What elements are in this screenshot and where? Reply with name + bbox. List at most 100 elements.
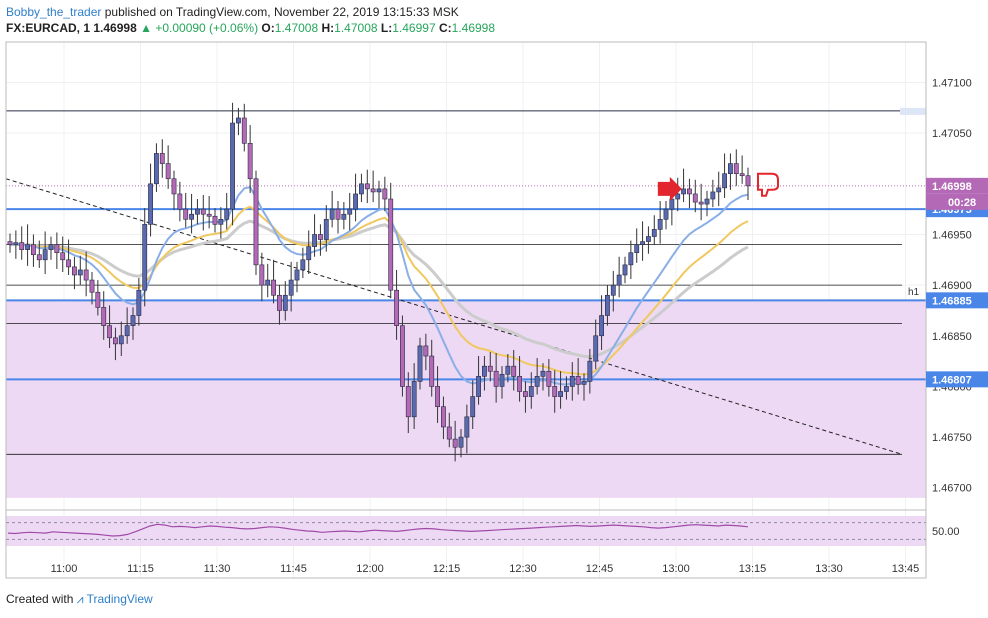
candle-body (159, 153, 165, 164)
candle (171, 170, 177, 211)
candle (7, 233, 13, 253)
candle-body (189, 213, 194, 220)
candle (429, 339, 435, 397)
candle-body (739, 173, 745, 177)
y-tick-label: 1.46700 (932, 483, 972, 495)
change-value: +0.00090 (+0.06%) (155, 21, 259, 35)
candle-body (265, 279, 271, 286)
candle (716, 171, 722, 207)
candle (300, 247, 306, 279)
candle (745, 167, 751, 201)
moving-averages (9, 185, 749, 386)
candle (405, 372, 411, 434)
candle (376, 180, 382, 209)
candle (657, 201, 663, 244)
candle (722, 153, 727, 199)
candle-body (165, 163, 171, 180)
candle (230, 102, 235, 226)
candle-body (663, 208, 669, 220)
candle (610, 270, 616, 312)
candle-body (505, 365, 511, 375)
candle (54, 232, 60, 269)
candle-body (95, 291, 101, 308)
candle (206, 195, 212, 229)
candle-body (476, 376, 481, 397)
candle-body (36, 254, 42, 261)
candle-body (19, 242, 25, 250)
symbol-label[interactable]: FX:EURCAD, 1 (6, 21, 91, 35)
publish-line: Bobby_the_trader published on TradingVie… (6, 4, 495, 20)
level-tag (926, 371, 988, 388)
candle (681, 168, 686, 203)
candle (646, 226, 651, 254)
candle-body (7, 241, 13, 245)
candle (66, 239, 71, 275)
candle-body (634, 244, 640, 254)
candle-body (622, 264, 628, 276)
buy-arrow-icon (657, 176, 682, 201)
candle (546, 359, 552, 397)
candle-body (113, 337, 118, 345)
candle-body (341, 213, 347, 220)
candle-body (646, 236, 651, 242)
candle (552, 370, 558, 413)
countdown-label: 00:28 (948, 197, 976, 209)
candle (558, 371, 563, 409)
x-tick-label: 12:00 (356, 563, 384, 575)
candle (628, 240, 634, 280)
candle (19, 226, 25, 260)
candle-body (517, 376, 522, 392)
candle-body (435, 386, 440, 407)
candle-body (581, 381, 587, 385)
candle-body (651, 229, 657, 237)
candle-body (364, 183, 370, 190)
candle-body (142, 224, 148, 291)
candle-body (271, 279, 276, 296)
candle (77, 255, 83, 286)
candle-body (733, 163, 739, 174)
candle (364, 169, 370, 204)
candle (593, 319, 599, 370)
candle-body (587, 360, 593, 382)
candle-body (101, 307, 107, 326)
candle (165, 145, 171, 189)
candle (312, 214, 317, 257)
candle-body (487, 365, 493, 372)
candle (72, 256, 77, 290)
candle-body (200, 208, 206, 215)
candle-body (212, 215, 218, 225)
annotations-layer (657, 172, 779, 201)
candle (294, 261, 300, 293)
y-tick-label: 1.46850 (932, 331, 972, 343)
candle-body (171, 178, 177, 195)
candle (388, 182, 394, 299)
candle-body (593, 335, 599, 362)
candle (692, 179, 698, 213)
candle-body (83, 269, 89, 281)
candle-body (89, 279, 95, 293)
current-price-tag (926, 177, 988, 194)
y-tick-label: 1.46950 (932, 229, 972, 241)
candle (183, 192, 189, 228)
candle (581, 373, 587, 401)
candle (195, 199, 200, 225)
candle-body (48, 244, 54, 250)
candle-body (277, 294, 282, 311)
candle-body (195, 208, 200, 215)
candle (634, 228, 640, 263)
candle (177, 181, 183, 222)
candle (417, 337, 423, 390)
candle-body (599, 315, 604, 337)
candle (651, 215, 657, 245)
candle-body (394, 289, 399, 326)
candle-body (72, 266, 77, 276)
tradingview-brand[interactable]: TradingView (86, 592, 153, 606)
x-tick-label: 13:00 (662, 563, 690, 575)
candle-body (745, 175, 751, 187)
candle-body (177, 193, 183, 210)
candle-body (628, 252, 634, 266)
author-name[interactable]: Bobby_the_trader (6, 5, 102, 19)
candle-body (13, 242, 19, 245)
candle (476, 356, 481, 405)
